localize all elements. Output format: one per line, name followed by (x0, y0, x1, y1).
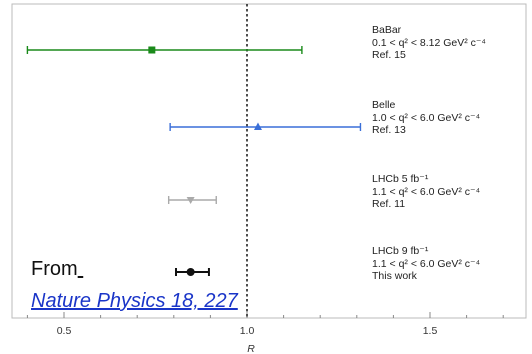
chart-axes: 0.5 1.0 1.5 R (11, 3, 527, 354)
credit-text: From (31, 257, 83, 281)
series-q2-range: 0.1 < q² < 8.12 GeV² c⁻⁴ (372, 36, 486, 49)
series-name: LHCb 5 fb⁻¹ (372, 173, 429, 185)
series-label: Belle 1.0 < q² < 6.0 GeV² c⁻⁴ Ref. 13 (372, 99, 480, 137)
chart-marks (26, 4, 362, 318)
plot-frame (11, 3, 527, 319)
series-q2-range: 1.0 < q² < 6.0 GeV² c⁻⁴ (372, 111, 481, 124)
credit-source-link[interactable]: Nature Physics 18, 227 (31, 290, 238, 312)
x-axis-label: R (247, 343, 255, 354)
series-q2-range: 1.1 < q² < 6.0 GeV² c⁻⁴ (372, 185, 481, 198)
series-label: LHCb 5 fb⁻¹ 1.1 < q² < 6.0 GeV² c⁻⁴ Ref. 1… (372, 173, 480, 211)
data-point (186, 197, 195, 204)
series-label: BaBar 0.1 < q² < 8.12 GeV² c⁻⁴ Ref. 15 (372, 24, 486, 62)
series-q2-range: 1.1 < q² < 6.0 GeV² c⁻⁴ (372, 257, 481, 270)
credit-prefix: From (31, 258, 78, 280)
x-tick-label: 1.5 (423, 325, 438, 337)
data-point (253, 122, 262, 130)
series-name: Belle (372, 99, 396, 111)
series-name: LHCb 9 fb⁻¹ (372, 245, 429, 257)
x-tick-label: 1.0 (240, 325, 255, 337)
series-reference: Ref. 15 (372, 49, 406, 61)
data-point (186, 268, 195, 276)
x-tick-label: 0.5 (57, 325, 72, 337)
data-point (148, 46, 156, 54)
series-label: LHCb 9 fb⁻¹ 1.1 < q² < 6.0 GeV² c⁻⁴ This w… (372, 245, 480, 283)
series-reference: Ref. 13 (372, 124, 406, 136)
series-name: BaBar (372, 24, 402, 36)
series-reference: Ref. 11 (372, 198, 406, 210)
series-reference: This work (372, 270, 417, 282)
